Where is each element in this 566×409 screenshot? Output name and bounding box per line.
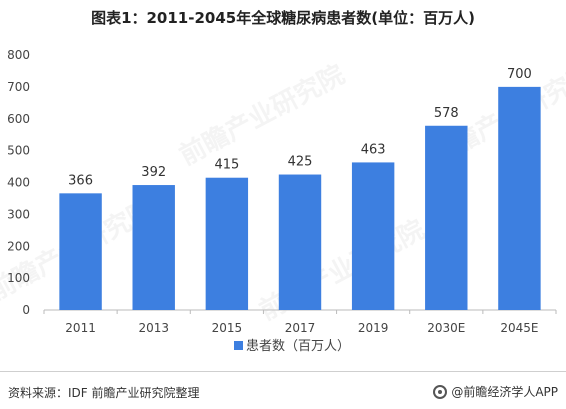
bar (205, 177, 249, 310)
brand: @前瞻经济学人APP (433, 383, 558, 400)
y-tick-label: 400 (7, 176, 30, 190)
y-tick-label: 800 (7, 48, 30, 62)
bar (278, 174, 322, 310)
source-note: 资料来源：IDF 前瞻产业研究院整理 (8, 386, 200, 400)
bar (425, 125, 468, 310)
x-tick-label: 2015 (212, 321, 243, 335)
data-label: 700 (507, 67, 532, 82)
x-tick-label: 2017 (285, 321, 316, 335)
bar-chart: 0 100 200 300 400 500 600 700 800 366 2011 392 2013 4… (7, 48, 557, 354)
data-label: 463 (361, 142, 386, 157)
y-tick-label: 300 (7, 207, 30, 221)
brand-logo-icon (433, 384, 448, 399)
x-tick-label: 2019 (358, 321, 389, 335)
y-tick-label: 600 (7, 112, 30, 126)
footer: 资料来源：IDF 前瞻产业研究院整理 @前瞻经济学人APP (0, 371, 566, 409)
bar (59, 193, 102, 310)
brand-label: @前瞻经济学人APP (451, 385, 558, 399)
y-tick-label: 500 (7, 144, 30, 158)
y-tick-label: 100 (7, 271, 30, 285)
data-label: 392 (141, 165, 166, 180)
data-label: 415 (214, 158, 239, 173)
legend-label: 患者数（百万人） (246, 339, 350, 354)
x-tick-label: 2013 (138, 321, 169, 335)
bar (498, 86, 541, 310)
bar (351, 162, 395, 310)
x-tick-label: 2011 (65, 321, 96, 335)
data-label: 425 (288, 155, 313, 170)
chart-title: 图表1：2011-2045年全球糖尿病患者数(单位：百万人) (91, 9, 475, 27)
y-tick-label: 0 (22, 303, 30, 317)
bar (132, 185, 175, 310)
y-tick-label: 700 (7, 80, 30, 94)
x-tick-label: 2030E (427, 321, 465, 335)
data-label: 578 (434, 106, 459, 121)
data-label: 366 (68, 173, 93, 188)
footer-divider (0, 371, 566, 372)
legend-swatch (234, 341, 243, 350)
x-tick-label: 2045E (500, 321, 538, 335)
y-tick-label: 200 (7, 239, 30, 253)
